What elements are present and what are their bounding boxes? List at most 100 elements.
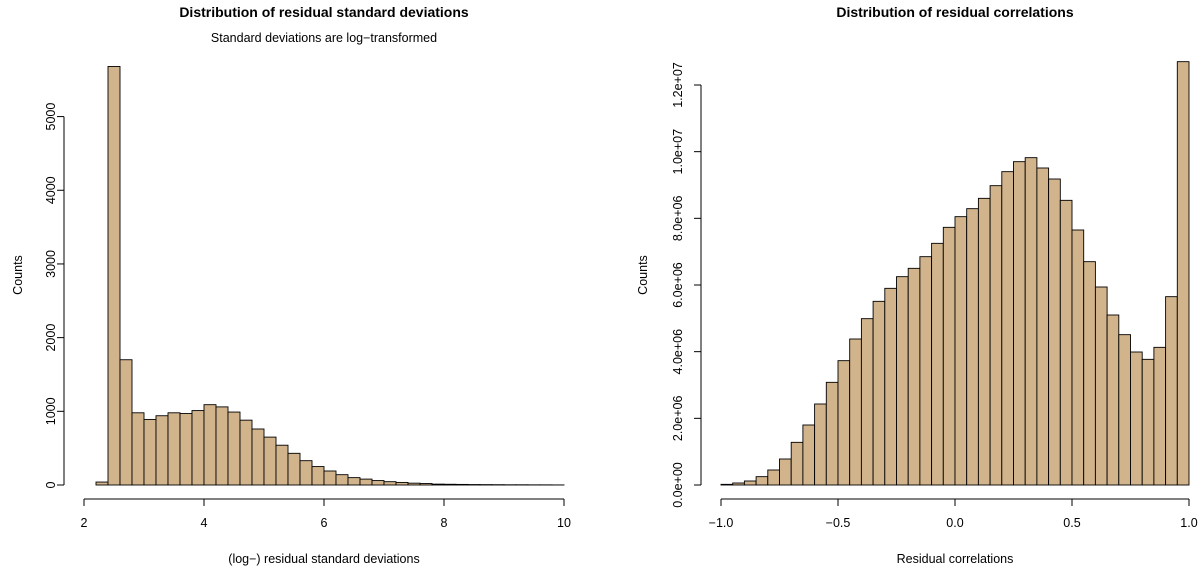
histogram-bar	[884, 287, 897, 486]
y-axis-label: Counts	[11, 255, 25, 295]
x-axis-label: Residual correlations	[897, 552, 1014, 566]
histogram-bar	[790, 441, 804, 486]
histogram-bar	[1059, 199, 1073, 486]
y-tick-label: 1000	[44, 397, 58, 425]
histogram-bar	[931, 242, 944, 486]
histogram-bar	[395, 481, 409, 486]
histogram-bar	[849, 338, 862, 486]
histogram-bar	[407, 482, 421, 486]
histogram-bar	[227, 411, 241, 486]
histogram-bar	[1001, 171, 1014, 486]
histogram-bar	[179, 413, 193, 486]
histogram-bar	[720, 483, 734, 486]
histogram-bar	[1036, 167, 1050, 486]
histogram-bar	[299, 460, 313, 486]
histogram-bar	[143, 418, 157, 486]
histogram-bar	[1141, 358, 1155, 486]
histogram-bar	[443, 483, 457, 486]
y-tick-label: 2000	[44, 324, 58, 352]
y-tick-label: 5000	[44, 103, 58, 131]
histogram-bar	[1130, 351, 1143, 486]
histogram-bar	[1083, 261, 1096, 486]
histogram-bar	[942, 226, 956, 486]
histogram-bar	[323, 470, 337, 486]
y-axis-label: Counts	[636, 255, 650, 295]
histogram-bar	[1153, 346, 1167, 486]
histogram-bar	[989, 185, 1003, 486]
histogram-bar	[779, 458, 792, 486]
histogram-bar	[1013, 161, 1026, 486]
histogram-bar	[335, 474, 349, 486]
histogram-bar	[191, 410, 205, 486]
histogram-bar	[107, 66, 121, 486]
histogram-bar	[732, 482, 745, 486]
y-tick-label: 4.0e+06	[671, 329, 685, 375]
y-tick-label: 8.0e+06	[671, 196, 685, 242]
x-tick-label: 0.0	[946, 516, 963, 530]
histogram-bar	[419, 483, 433, 486]
histogram-bar	[371, 480, 385, 486]
histogram-bar	[383, 481, 397, 486]
histogram-bar	[455, 483, 469, 486]
histogram-bar	[802, 424, 816, 486]
histogram-bar	[919, 256, 933, 486]
y-tick-label: 6.0e+06	[671, 262, 685, 308]
histogram-bar	[275, 444, 289, 486]
histogram-bar	[825, 381, 839, 486]
y-tick-label: 4000	[44, 176, 58, 204]
histogram-bar	[287, 452, 301, 486]
x-tick-label: −1.0	[709, 516, 734, 530]
x-tick-label: −0.5	[826, 516, 851, 530]
histogram-bar	[837, 360, 851, 486]
histogram-bar	[203, 404, 217, 486]
histogram-bar	[1176, 61, 1190, 486]
histogram-bar	[954, 216, 968, 486]
histogram-bar	[239, 419, 253, 486]
histogram-bar	[1118, 334, 1131, 486]
histogram-bar	[767, 469, 780, 486]
histogram-bar	[131, 412, 145, 486]
x-tick-label: 10	[557, 516, 571, 530]
chart-subtitle: Standard deviations are log−transformed	[211, 31, 437, 45]
histogram-bar	[907, 267, 921, 486]
y-tick-label: 3000	[44, 250, 58, 278]
x-tick-label: 1.0	[1180, 516, 1197, 530]
histogram-bar	[119, 359, 133, 486]
histogram-bar	[311, 466, 325, 486]
histogram-bar	[347, 477, 361, 486]
histogram-bar	[1106, 314, 1120, 486]
histogram-bar	[167, 412, 181, 486]
y-tick-label: 1.2e+07	[671, 62, 685, 108]
chart-title: Distribution of residual standard deviat…	[179, 4, 469, 20]
x-tick-label: 0.5	[1063, 516, 1080, 530]
histogram-bar	[1071, 229, 1085, 486]
x-tick-label: 4	[201, 516, 208, 530]
histogram-bar	[263, 436, 277, 486]
histogram-bar	[860, 318, 874, 486]
x-axis-label: (log−) residual standard deviations	[228, 552, 419, 566]
histogram-bar	[966, 208, 979, 486]
histogram-bar	[872, 300, 886, 486]
x-tick-label: 2	[81, 516, 88, 530]
chart-title: Distribution of residual correlations	[836, 4, 1073, 20]
histogram-bar	[251, 428, 265, 486]
x-tick-label: 8	[441, 516, 448, 530]
histogram-bar	[155, 415, 169, 486]
histogram-bar	[1094, 286, 1108, 486]
histogram-bar	[95, 481, 109, 486]
histogram-bar	[431, 483, 445, 486]
chart-panel-2: 0.0e+00 2.0e+06 4.0e+06 6.0e+06 8.0e+06 1.0e+…	[636, 4, 1198, 566]
histogram-bar	[896, 276, 909, 486]
y-tick-label: 0	[44, 481, 58, 488]
y-tick-label: 0.0e+00	[671, 462, 685, 508]
histogram-bar	[814, 403, 827, 486]
x-tick-label: 6	[321, 516, 328, 530]
histogram-bar	[1165, 296, 1178, 486]
histogram-bar	[743, 480, 757, 486]
y-tick-label: 2.0e+06	[671, 396, 685, 442]
histogram-bar	[755, 476, 769, 486]
histogram-bar	[977, 197, 991, 486]
histogram-bar	[1024, 157, 1038, 486]
chart-panel-1: 0 1000 2000 3000 4000 5000 2 4 6 8 10 Distribution …	[11, 4, 571, 566]
